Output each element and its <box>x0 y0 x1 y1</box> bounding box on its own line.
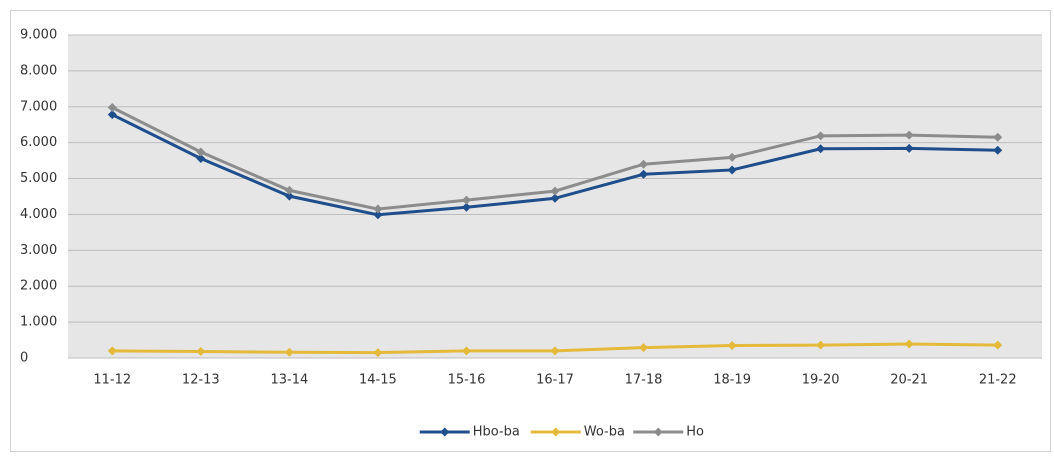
x-tick-label: 20-21 <box>890 373 928 388</box>
x-tick-label: 14-15 <box>359 373 397 388</box>
point <box>107 102 117 112</box>
point <box>816 340 826 350</box>
point <box>196 147 206 157</box>
legend-marker <box>440 427 450 437</box>
point <box>993 132 1003 142</box>
point <box>816 131 826 141</box>
point <box>284 185 294 195</box>
point <box>461 195 471 205</box>
point <box>107 346 117 356</box>
x-tick-label: 12-13 <box>182 373 220 388</box>
point <box>727 165 737 175</box>
point <box>284 347 294 357</box>
point <box>196 153 206 163</box>
point <box>639 343 649 353</box>
point <box>904 143 914 153</box>
y-tick-label: 2.000 <box>20 279 57 294</box>
y-tick-label: 5.000 <box>20 171 57 186</box>
point <box>284 191 294 201</box>
x-tick-label: 18-19 <box>713 373 751 388</box>
x-tick-label: 13-14 <box>270 373 308 388</box>
point <box>727 152 737 162</box>
point <box>107 110 117 120</box>
point <box>550 193 560 203</box>
y-tick-label: 4.000 <box>20 207 57 222</box>
point <box>639 169 649 179</box>
point <box>993 145 1003 155</box>
point <box>904 339 914 349</box>
point <box>904 130 914 140</box>
point <box>727 340 737 350</box>
point <box>373 210 383 220</box>
y-tick-label: 1.000 <box>20 315 57 330</box>
point <box>639 159 649 169</box>
legend-label: Wo-ba <box>584 425 625 440</box>
point <box>550 346 560 356</box>
y-tick-label: 3.000 <box>20 243 57 258</box>
legend-marker <box>653 427 663 437</box>
y-tick-label: 8.000 <box>20 63 57 78</box>
y-tick-label: 7.000 <box>20 99 57 114</box>
point <box>816 144 826 154</box>
point <box>461 202 471 212</box>
legend-marker <box>551 427 561 437</box>
x-tick-label: 17-18 <box>625 373 663 388</box>
point <box>550 186 560 196</box>
x-tick-label: 19-20 <box>802 373 840 388</box>
x-tick-label: 15-16 <box>448 373 486 388</box>
point <box>196 347 206 357</box>
point <box>461 346 471 356</box>
point <box>993 340 1003 350</box>
point <box>373 348 383 358</box>
legend-label: Ho <box>686 425 704 440</box>
legend-label: Hbo-ba <box>473 425 520 440</box>
y-tick-label: 9.000 <box>20 28 57 43</box>
x-tick-label: 11-12 <box>93 373 131 388</box>
point <box>373 204 383 214</box>
x-tick-label: 21-22 <box>979 373 1017 388</box>
y-tick-label: 0 <box>20 351 28 366</box>
y-tick-label: 6.000 <box>20 135 57 150</box>
x-tick-label: 16-17 <box>536 373 574 388</box>
